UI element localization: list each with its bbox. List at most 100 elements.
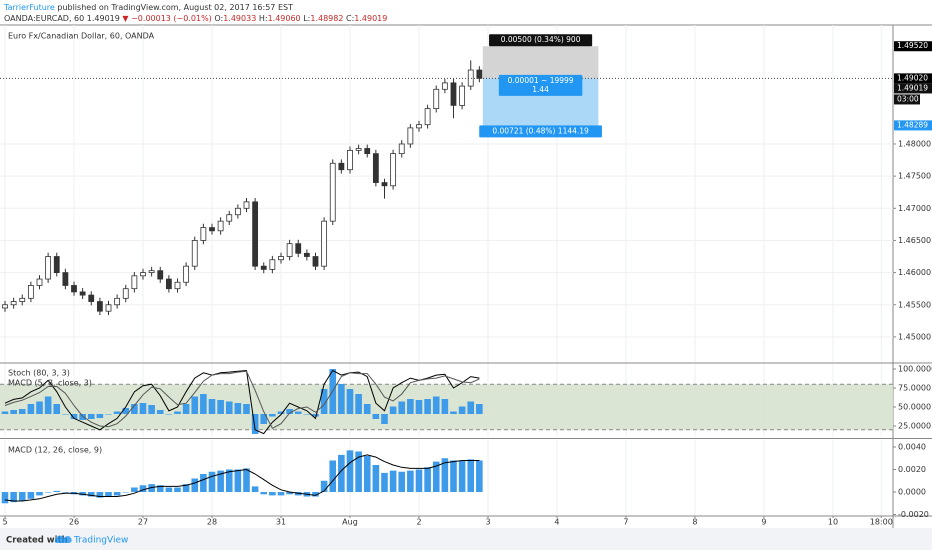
histogram-bar xyxy=(329,460,337,493)
x-tick-label: 7 xyxy=(623,518,628,527)
price-label-box xyxy=(894,120,932,131)
symbol: OANDA:EURCAD, 60 xyxy=(4,14,84,23)
histogram-bar xyxy=(79,492,86,496)
stop-label-box xyxy=(479,125,602,138)
histogram-bar xyxy=(113,492,121,496)
histogram-bar xyxy=(10,492,17,503)
histogram-bar xyxy=(44,396,52,414)
histogram-bar xyxy=(113,411,121,414)
candle-body xyxy=(148,270,155,274)
x-tick-label: 10 xyxy=(828,518,838,527)
candle-body xyxy=(88,294,95,302)
candle-body xyxy=(226,214,233,222)
histogram-bar xyxy=(476,404,483,414)
histogram-bar xyxy=(294,411,302,414)
histogram-bar xyxy=(148,484,155,493)
histogram-bar xyxy=(208,471,216,493)
mark-layer xyxy=(0,60,893,504)
histogram-bar xyxy=(234,469,242,493)
histogram-bar xyxy=(458,460,466,493)
histogram-bar xyxy=(476,460,483,493)
histogram-bar xyxy=(320,389,328,414)
y-tick-label: 50.0000 xyxy=(898,402,931,411)
candle-body xyxy=(260,265,267,270)
last: 1.49019 xyxy=(87,14,120,23)
histogram-bar xyxy=(355,394,362,414)
candle-body xyxy=(79,291,86,296)
histogram-bar xyxy=(424,467,431,493)
candle-body xyxy=(191,240,198,267)
histogram-bar xyxy=(122,492,130,493)
candle-body xyxy=(165,278,172,290)
histogram-bar xyxy=(191,396,199,414)
histogram-bar xyxy=(200,394,207,414)
candle-body xyxy=(476,69,483,79)
candle-body xyxy=(234,207,241,216)
histogram-bar xyxy=(174,411,181,414)
histogram-bar xyxy=(312,492,319,497)
histogram-bar xyxy=(217,400,224,414)
indicator-line xyxy=(4,454,480,502)
candle-body xyxy=(347,150,353,171)
histogram-bar xyxy=(87,492,95,497)
candle-body xyxy=(398,143,405,155)
histogram-bar xyxy=(363,404,371,414)
y-tick-label: 1.46000 xyxy=(898,268,931,277)
candle-body xyxy=(243,201,250,209)
histogram-bar xyxy=(27,404,35,414)
histogram-bar xyxy=(217,470,224,493)
candle-body xyxy=(355,148,362,151)
candle-body xyxy=(105,304,112,312)
histogram-bar xyxy=(62,414,69,415)
x-tick-label: Aug xyxy=(342,518,358,527)
candle-body xyxy=(53,256,60,274)
histogram-bar xyxy=(363,455,371,493)
x-tick-label: 18:00 xyxy=(870,518,893,527)
histogram-bar xyxy=(44,492,52,493)
candle-body xyxy=(295,243,302,254)
histogram-bar xyxy=(381,414,388,424)
ratio-label: 1.44 xyxy=(532,85,549,94)
ohlc-value: 1.48982 xyxy=(310,14,343,23)
histogram-bar xyxy=(243,468,250,493)
histogram-bar xyxy=(277,492,285,496)
main-title: Euro Fx/Canadian Dollar, 60, OANDA xyxy=(8,32,155,41)
candle-body xyxy=(96,301,103,312)
histogram-bar xyxy=(208,399,216,414)
histogram-bar xyxy=(346,450,354,493)
candle-body xyxy=(200,227,207,241)
label-layer: 5 26 27 28 31 Aug 2 3 4 7 8 9 10 18:00 1.45000 1.45500 1… xyxy=(2,34,932,527)
histogram-bar xyxy=(260,492,268,495)
histogram-bar xyxy=(458,406,466,414)
histogram-bar xyxy=(407,399,414,414)
histogram-bar xyxy=(200,474,207,493)
indicator-line xyxy=(4,370,480,429)
histogram-bar xyxy=(432,461,440,493)
histogram-bar xyxy=(415,469,423,493)
histogram-bar xyxy=(79,414,86,420)
x-tick-label: 5 xyxy=(2,518,7,527)
price-label-box xyxy=(894,41,932,52)
histogram-bar xyxy=(243,404,250,414)
candle-body xyxy=(217,220,224,232)
target-label-box xyxy=(489,34,593,47)
histogram-bar xyxy=(96,492,104,498)
histogram-bar xyxy=(277,411,285,414)
histogram-bar xyxy=(36,492,43,496)
histogram-bar xyxy=(372,465,380,493)
histogram-bar xyxy=(105,414,112,415)
histogram-bar xyxy=(320,480,328,493)
countdown-box xyxy=(894,94,920,105)
y-tick-label: 1.46500 xyxy=(898,236,931,245)
stoch-title: Stoch (80, 3, 3) xyxy=(8,369,70,378)
histogram-bar xyxy=(251,414,259,434)
histogram-bar xyxy=(441,458,449,493)
candle-body xyxy=(390,153,397,187)
candle-body xyxy=(278,256,284,261)
histogram-bar xyxy=(398,401,406,414)
histogram-bar xyxy=(191,478,199,493)
x-tick-label: 28 xyxy=(207,518,217,527)
histogram-bar xyxy=(36,401,43,414)
